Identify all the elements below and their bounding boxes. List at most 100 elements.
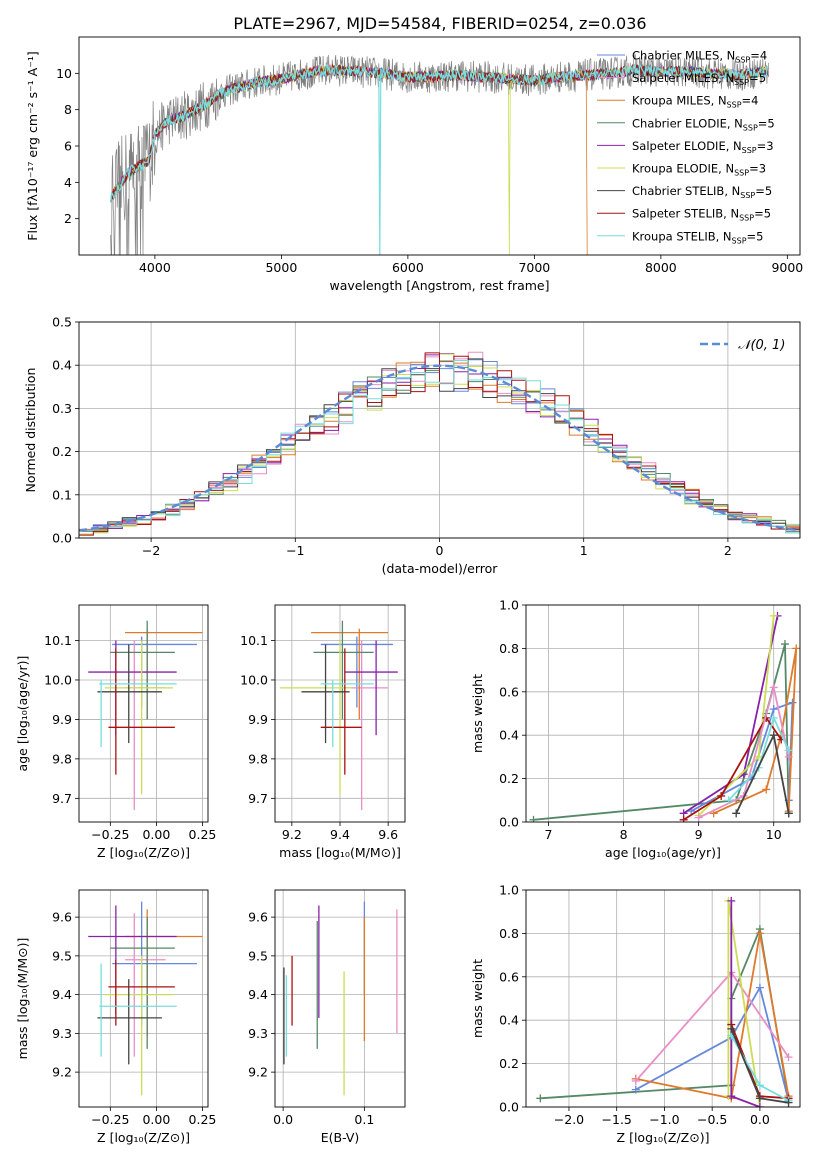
hist-ks [79,360,800,538]
model-ks [110,63,769,255]
x-axis-label: Z [log₁₀(Z/Z⊙)] [97,1130,190,1145]
y-tick-label: 10.0 [44,672,72,687]
marker-cs [769,731,778,740]
panel-mass_vs_Z: −0.25 0.00 0.25 9.2 9.3 9.4 9.5 9.6 Z [log₁₀(Z/Z… [15,889,217,1145]
axes-frame [78,604,209,823]
legend-label-tail: =4 [742,94,759,108]
x-tick-label: 0.25 [189,1112,217,1127]
series-sm [698,687,790,819]
legend-label-sub: SSP [742,146,757,155]
y-tick-label: 9.9 [52,712,72,727]
y-tick-label: 9.5 [248,948,268,963]
series-ks [728,715,790,801]
panel-spectrum: 4000 5000 6000 7000 8000 9000 2 4 6 8 10 wavelength… [25,36,803,293]
grid [526,604,800,823]
panels: 4000 5000 6000 7000 8000 9000246810wavelength… [15,36,803,1145]
y-tick-label: 4 [64,175,72,190]
plot-area [283,901,398,1096]
x-tick-label: 0.00 [142,1112,170,1127]
panel-weight_vs_age: 7 8 9 10 0.0 0.2 0.4 0.6 0.8 1.0 age [log₁₀(age/yr… [470,598,801,860]
y-tick-label: 9.8 [248,751,268,766]
x-tick-label: 0.0 [750,1112,770,1127]
legend-label: Kroupa STELIB, NSSP=5 [632,229,763,245]
x-tick-label: −1.0 [649,1112,679,1127]
y-tick-label: 10 [56,66,72,81]
plot-area [110,52,769,255]
x-tick-label: 5000 [265,260,297,275]
y-tick-label: 9.7 [248,791,268,806]
y-tick-label: 9.4 [248,987,268,1002]
panel-weight_vs_Z: −2.0 −1.5 −1.0 −0.5 0.0 0.0 0.2 0.4 0.6 0.8 1.0 Z [… [470,883,801,1145]
y-tick-label: 0.3 [52,401,72,416]
y-tick-label: 0.2 [499,1056,519,1071]
axes-frame [525,889,801,1108]
x-tick-label: −0.25 [91,827,129,842]
marker-sm [769,683,778,692]
marker-se [755,1103,764,1107]
y-tick-label: 0.5 [52,315,72,330]
y-tick-label: 9.3 [52,1026,72,1041]
marker-ce [529,815,538,822]
marker-cs [784,1098,793,1107]
legend-label-sub: SSP [734,169,749,178]
legend-label: Chabrier ELODIE, NSSP=5 [632,116,775,132]
y-axis-label: mass weight [470,959,485,1038]
legend-label-main: Kroupa STELIB, N [632,229,732,243]
x-tick-label: 6000 [392,260,424,275]
x-tick-label: 4000 [139,260,171,275]
x-tick-label: −1 [286,543,304,558]
x-axis-label: (data-model)/error [382,561,499,576]
y-axis-label: mass [log₁₀(M/M⊙)] [15,938,30,1060]
y-tick-label: 0.4 [499,728,519,743]
marker-ks [769,713,778,722]
normal-curve [79,364,800,532]
x-axis-label: Z [log₁₀(Z/Z⊙)] [97,845,190,860]
x-tick-label: 8 [620,827,628,842]
legend-label-tail: =5 [755,184,772,198]
marker-km [755,929,764,938]
y-tick-label: 1.0 [499,598,519,613]
marker-cs [784,809,793,818]
y-axis-label: Normed distribution [23,368,38,493]
y-tick-label: 9.6 [52,910,72,925]
x-tick-label: 9.4 [330,827,350,842]
axes-frame [525,604,801,823]
legend-label-main: Chabrier STELIB, N [632,184,740,198]
marker-se [727,1092,736,1101]
legend-label-main: Chabrier ELODIE, N [632,116,743,130]
legend-label-main: Kroupa ELODIE, N [632,162,734,176]
series-ss [683,716,782,821]
x-tick-label: 7000 [518,260,550,275]
marker-km [792,644,800,653]
legend-label: Chabrier MILES, NSSP=4 [632,49,767,65]
plot-area [79,351,800,538]
y-tick-label: 0.6 [499,969,519,984]
y-tick-label: 0.8 [499,926,519,941]
y-tick-label: 10.1 [240,633,268,648]
y-tick-label: 9.2 [248,1065,268,1080]
axes-frame [274,604,406,823]
legend-label-main: Salpeter ELODIE, N [632,139,742,153]
x-tick-label: 0.25 [189,827,217,842]
marker-km [762,785,771,794]
legend-label-tail: =4 [750,49,767,63]
model-ss [110,63,769,203]
y-axis-label: mass weight [470,674,485,753]
x-axis-label: E(B-V) [321,1130,360,1145]
y-tick-label: 9.7 [52,791,72,806]
legend-label-tail: =5 [754,207,771,221]
y-tick-label: 0.4 [499,1013,519,1028]
x-axis-label: Z [log₁₀(Z/Z⊙)] [617,1130,710,1145]
marker-ss [717,791,726,800]
series-ke [698,615,775,817]
panel-age_vs_Z: −0.25 0.00 0.25 9.7 9.8 9.9 10.0 10.1 Z [log₁₀(Z… [15,604,217,860]
marker-cs [727,1024,736,1033]
x-tick-label: 8000 [645,260,677,275]
marker-cm [788,698,797,707]
series-ce [533,643,790,821]
marker-cs [732,809,741,818]
plot-area [529,611,800,822]
model-cs [110,64,769,203]
